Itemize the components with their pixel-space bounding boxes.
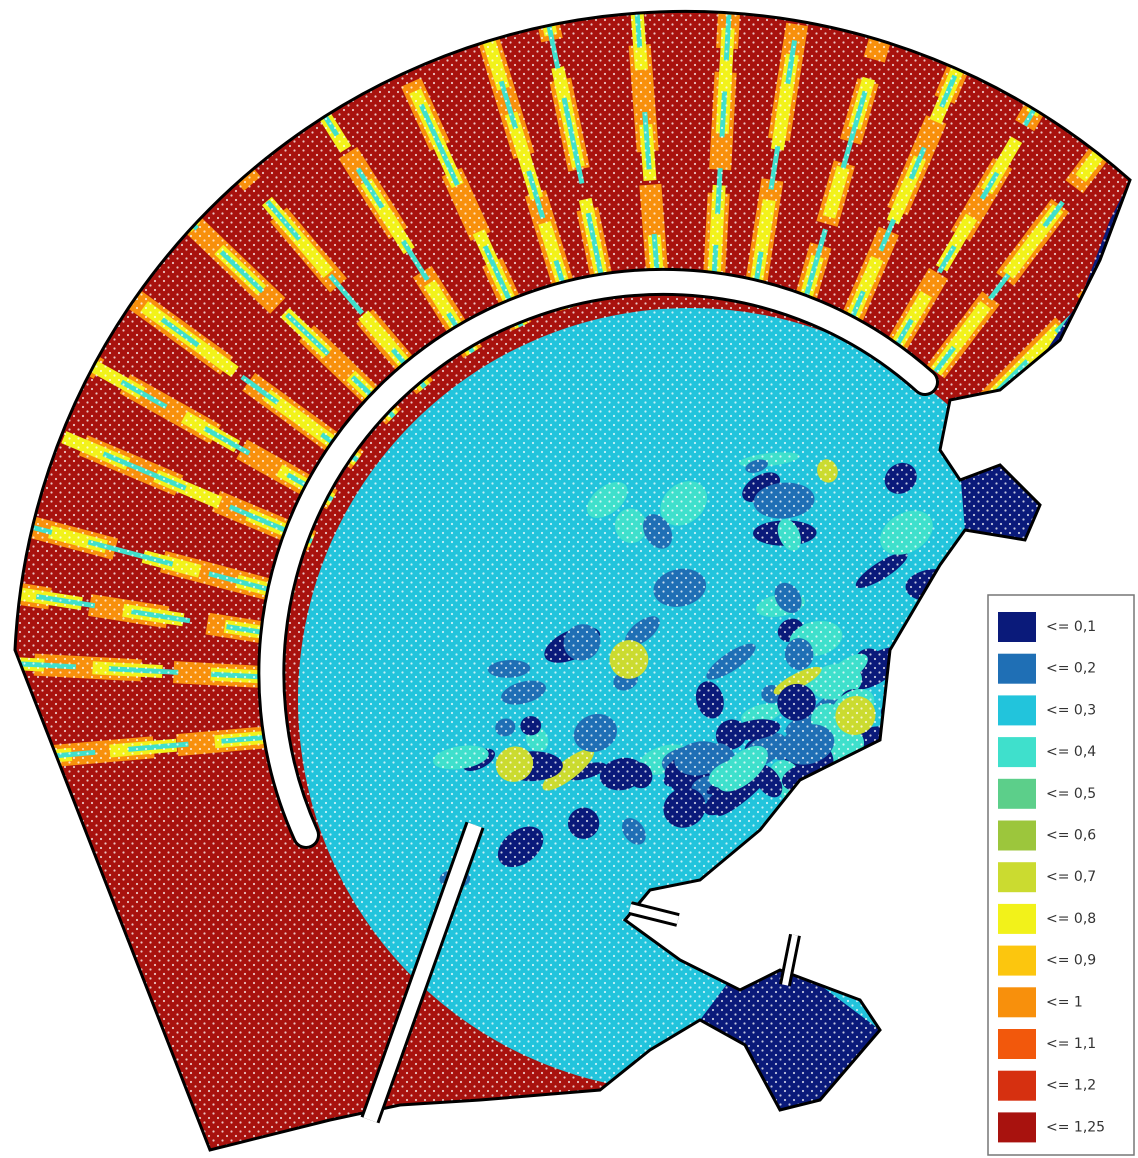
legend-label: <= 0,9 [1046, 953, 1096, 969]
basin-zone [927, 620, 986, 662]
legend-swatch [998, 1071, 1036, 1101]
legend-label: <= 0,4 [1046, 744, 1096, 760]
wave-map: <= 0,1 <= 0,2 <= 0,3 <= 0,4 <= 0,5 <= 0,6 <= 0… [0, 0, 1138, 1158]
wave-band [1082, 488, 1138, 579]
legend-label: <= 0,7 [1046, 869, 1096, 885]
basin-zone [825, 770, 858, 803]
wave-band [1082, 488, 1138, 579]
legend-swatch [998, 987, 1036, 1017]
legend-label: <= 0,3 [1046, 702, 1096, 718]
legend-label: <= 1 [1046, 994, 1083, 1010]
legend-label: <= 0,5 [1046, 786, 1096, 802]
legend-label: <= 0,6 [1046, 828, 1096, 844]
basin-zone [829, 771, 880, 789]
basin-zone [914, 793, 977, 826]
legend-swatch [998, 862, 1036, 892]
legend-label: <= 0,1 [1046, 619, 1096, 635]
legend-swatch [998, 1112, 1036, 1142]
legend-label: <= 1,25 [1046, 1119, 1105, 1135]
basin-zone [911, 718, 943, 740]
legend-swatch [998, 612, 1036, 642]
legend-swatch [998, 821, 1036, 851]
legend-swatch [998, 1029, 1036, 1059]
basin-zone [923, 755, 957, 781]
legend-label: <= 1,2 [1046, 1078, 1096, 1094]
wave-band [1064, 405, 1138, 532]
legend-label: <= 1,1 [1046, 1036, 1096, 1052]
legend-swatch [998, 737, 1036, 767]
legend-label: <= 0,8 [1046, 911, 1096, 927]
map-field [0, 0, 1138, 1158]
wave-band [1064, 405, 1138, 532]
legend-swatch [998, 695, 1036, 725]
legend-swatch [998, 779, 1036, 809]
basin-zone [895, 765, 953, 821]
legend-label: <= 0,2 [1046, 661, 1096, 677]
basin-zone [831, 760, 869, 797]
basin-zone [907, 701, 937, 728]
basin-zone [925, 647, 986, 702]
basin-zone [922, 593, 990, 657]
wave-band [1064, 405, 1138, 532]
legend-swatch [998, 946, 1036, 976]
legend-swatch [998, 654, 1036, 684]
legend: <= 0,1 <= 0,2 <= 0,3 <= 0,4 <= 0,5 <= 0,6 <= 0… [988, 595, 1134, 1155]
mesh-dots [0, 0, 1138, 1158]
wave-band [1082, 488, 1138, 579]
basin-zone [856, 758, 914, 797]
legend-swatch [998, 904, 1036, 934]
basin-zone [943, 668, 994, 711]
basin-zone [857, 773, 895, 813]
